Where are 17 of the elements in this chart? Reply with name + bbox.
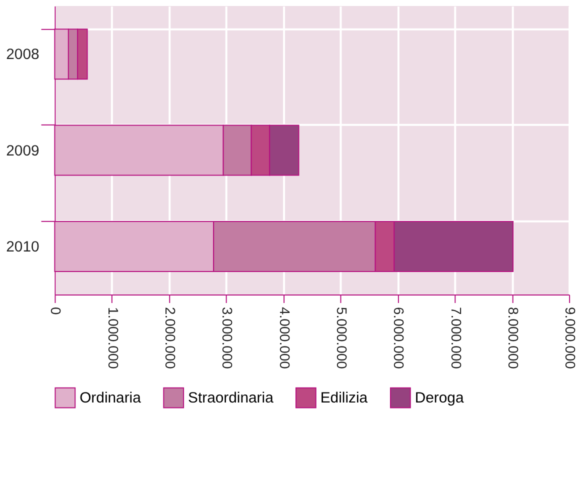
- x-tick-label: 7.000.000: [448, 306, 464, 370]
- x-tick-label: 2.000.000: [162, 306, 179, 370]
- y-tick-label: 2010: [6, 238, 40, 256]
- x-tick-label: 1.000.000: [105, 306, 122, 370]
- x-tick-label: 5.000.000: [334, 306, 350, 370]
- x-tick-label: 8.000.000: [505, 306, 522, 370]
- y-tick-label: 2008: [6, 46, 40, 64]
- x-tick-label: 0: [48, 306, 64, 315]
- legend-label: Edilizia: [320, 390, 368, 407]
- y-tick-label: 2009: [6, 142, 40, 160]
- legend-label: Deroga: [414, 390, 464, 407]
- x-tick-label: 9.000.000: [562, 306, 579, 370]
- x-tick-label: 6.000.000: [391, 306, 408, 370]
- x-tick-label: 3.000.000: [220, 306, 236, 370]
- legend-label: Ordinaria: [80, 390, 142, 407]
- legend-label: Straordinaria: [188, 390, 274, 407]
- x-tick-label: 4.000.000: [276, 306, 293, 370]
